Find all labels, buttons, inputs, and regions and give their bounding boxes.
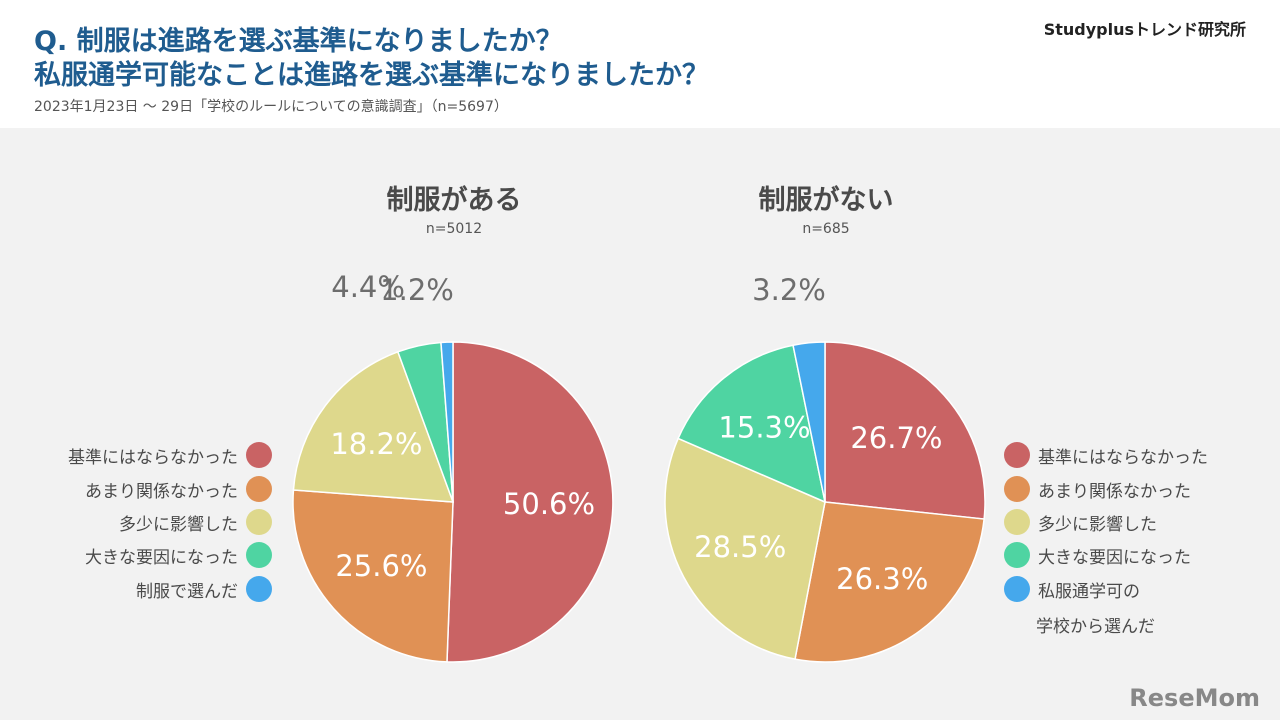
pie2-label-2: 26.3%	[836, 562, 928, 596]
legend-left-label-4: 大きな要因になった	[85, 547, 238, 568]
header: Q. 制服は進路を選ぶ基準になりましたか？ 私服通学可能なことは進路を選ぶ基準に…	[0, 0, 1280, 128]
question-line-1: Q. 制服は進路を選ぶ基準になりましたか？	[34, 26, 563, 57]
pie2-slice-1	[824, 341, 986, 520]
pie2-label-3: 28.5%	[694, 530, 786, 564]
pie2-label-4: 15.3%	[718, 411, 810, 445]
pie2-slice-5	[792, 341, 826, 503]
legend-left-dot-green	[246, 542, 272, 568]
legend-left-label-5: 制服で選んだ	[136, 581, 238, 602]
legend-left-label-1: 基準にはならなかった	[68, 447, 238, 468]
legend-left-dot-orange	[246, 476, 272, 502]
pie2-slice-2	[794, 501, 985, 663]
legend-right-label-2: あまり関係なかった	[1038, 481, 1191, 502]
legend-right-dot-blue	[1004, 576, 1030, 602]
pie2-label-5: 3.2%	[752, 273, 826, 307]
pie1-label-3: 18.2%	[330, 427, 422, 461]
resemom-logo: ReseMom	[1129, 684, 1260, 712]
legend-left-label-2: あまり関係なかった	[85, 481, 238, 502]
legend-right-item-5: 私服通学可の	[1004, 575, 1140, 603]
pie2-slice-3	[664, 437, 826, 661]
legend-right-dot-yellow	[1004, 509, 1030, 535]
legend-left-item-1: 基準にはならなかった	[20, 441, 272, 469]
legend-right-dot-red	[1004, 442, 1030, 468]
question-line-2: 私服通学可能なことは進路を選ぶ基準になりましたか？	[34, 60, 709, 91]
brand-label: Studyplusトレンド研究所	[1043, 20, 1246, 39]
pie-title-no-uniform: 制服がない	[758, 185, 894, 216]
chart-panel	[0, 128, 1280, 720]
legend-right-label-5-line-2: 学校から選んだ	[1036, 617, 1155, 637]
legend-right-dot-orange	[1004, 476, 1030, 502]
legend-left-item-5: 制服で選んだ	[20, 575, 272, 603]
legend-left-dot-red	[246, 442, 272, 468]
legend-right-item-4: 大きな要因になった	[1004, 541, 1191, 569]
pie1-label-5: 1.2%	[380, 273, 454, 307]
legend-right-dot-green	[1004, 542, 1030, 568]
pie-title-uniform: 制服がある	[386, 185, 522, 216]
pie1-label-4: 4.4%	[331, 270, 405, 304]
legend-left-dot-blue	[246, 576, 272, 602]
legend-left-label-3: 多少に影響した	[119, 514, 238, 535]
legend-left-item-4: 大きな要因になった	[20, 541, 272, 569]
pie2-slice-4	[677, 344, 827, 504]
legend-right-label-3: 多少に影響した	[1038, 514, 1157, 535]
legend-right-item-3: 多少に影響した	[1004, 508, 1157, 536]
pie-n-no-uniform: n=685	[802, 221, 850, 237]
pie1-slice-2	[292, 489, 454, 663]
legend-left-dot-yellow	[246, 509, 272, 535]
legend-left-item-2: あまり関係なかった	[20, 475, 272, 503]
pie1-slice-3	[292, 350, 455, 503]
pie1-slice-5	[440, 341, 454, 503]
legend-right-item-2: あまり関係なかった	[1004, 475, 1191, 503]
legend-right-label-4: 大きな要因になった	[1038, 547, 1191, 568]
legend-right-label-1: 基準にはならなかった	[1038, 447, 1208, 468]
legend-left-item-3: 多少に影響した	[20, 508, 272, 536]
pie1-label-2: 25.6%	[335, 549, 427, 583]
pie2-label-1: 26.7%	[850, 421, 942, 455]
pie-n-uniform: n=5012	[425, 221, 483, 237]
pie1-slice-1	[446, 341, 614, 663]
legend-right-label-5: 私服通学可の	[1038, 581, 1140, 602]
legend-right-item-1: 基準にはならなかった	[1004, 441, 1208, 469]
survey-subtitle: 2023年1月23日 〜 29日「学校のルールについての意識調査」（n=5697…	[34, 99, 508, 115]
pie1-label-1: 50.6%	[503, 487, 595, 521]
